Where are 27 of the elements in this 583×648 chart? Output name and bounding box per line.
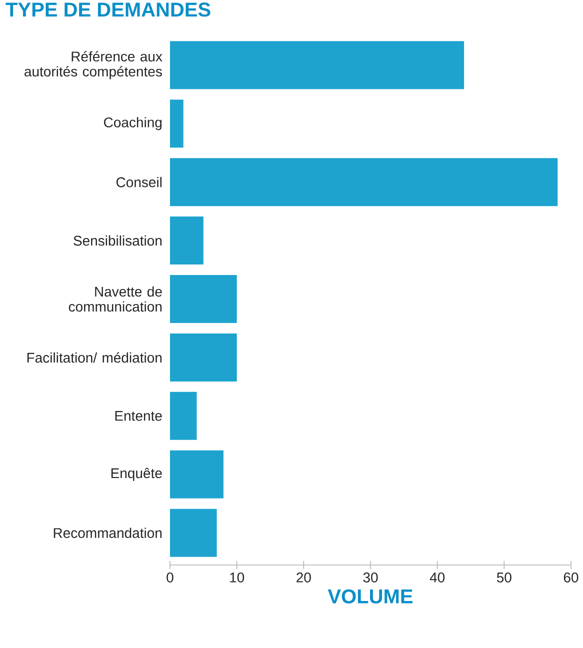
bar	[170, 216, 204, 265]
chart-title: TYPE DE DEMANDES	[6, 2, 210, 17]
bar	[170, 392, 197, 440]
bar	[170, 41, 464, 90]
x-tick-label: 30	[363, 572, 378, 582]
bar	[170, 508, 217, 557]
y-tick-label: Facilitation/ médiation	[27, 352, 162, 363]
y-tick-label: Sensibilisation	[74, 235, 162, 246]
x-tick-label: 10	[230, 572, 244, 582]
y-tick-label: Conseil	[116, 176, 162, 188]
y-tick-label: Coaching	[104, 117, 162, 130]
y-tick-label: Recommandation	[54, 528, 162, 538]
bar	[170, 333, 237, 382]
y-tick-label: Enquête	[111, 468, 162, 481]
x-tick-label: 20	[296, 572, 311, 582]
y-tick-label: Entente	[115, 411, 162, 421]
x-tick-label: 40	[430, 572, 445, 582]
bar	[170, 450, 224, 498]
bar	[170, 100, 184, 148]
y-tick-label: Référence aux autorités compétentes	[24, 51, 162, 80]
bar	[170, 275, 237, 324]
x-tick-label: 50	[496, 572, 512, 582]
x-tick-label: 60	[564, 572, 578, 582]
y-tick-label: Navette de communication	[68, 286, 162, 312]
x-tick-label: 0	[166, 572, 174, 582]
x-axis-title: VOLUME	[328, 589, 412, 604]
bar	[170, 158, 558, 206]
